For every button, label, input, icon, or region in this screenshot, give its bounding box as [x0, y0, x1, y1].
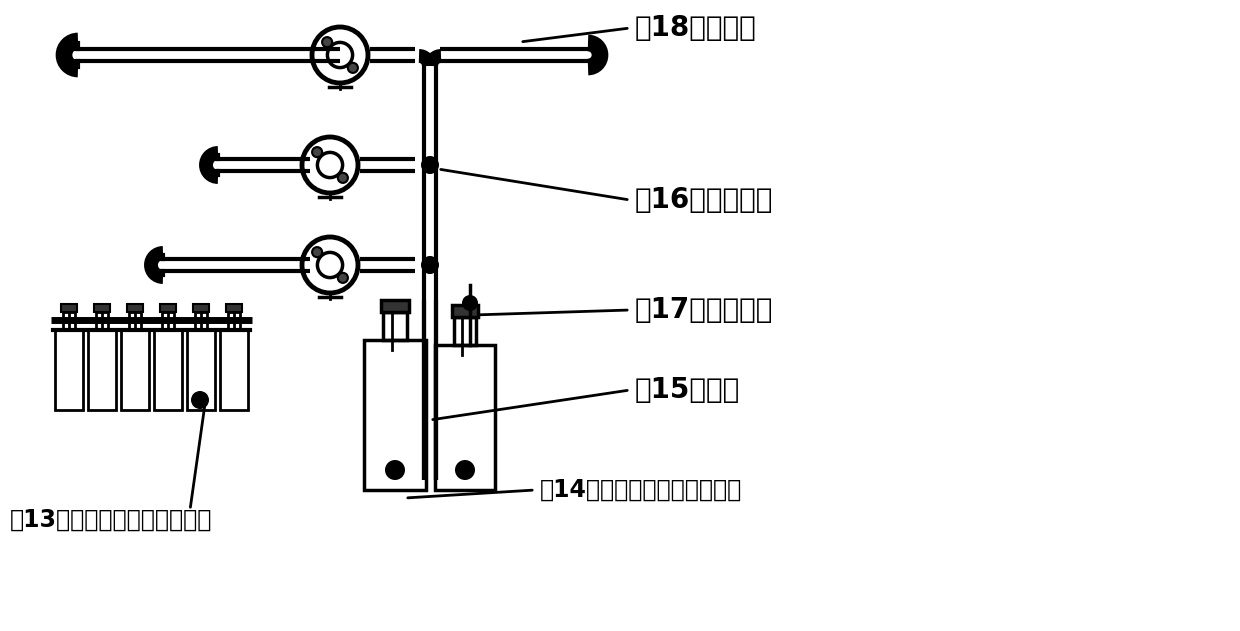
Text: （13）连续碳氮浓缩补料单元: （13）连续碳氮浓缩补料单元 [10, 508, 212, 532]
Bar [161, 312, 175, 330]
Bar [95, 312, 108, 330]
Circle shape [337, 273, 348, 283]
Circle shape [384, 460, 405, 480]
Bar [382, 300, 408, 312]
Bar [451, 305, 479, 317]
Circle shape [191, 391, 210, 409]
Circle shape [348, 63, 358, 73]
Bar [187, 330, 215, 410]
Circle shape [312, 247, 322, 257]
Bar [435, 345, 495, 490]
Text: （17）通气导管: （17）通气导管 [635, 296, 774, 324]
Text: （15）水瓶: （15）水瓶 [635, 376, 740, 404]
Circle shape [322, 37, 332, 47]
Bar [193, 304, 208, 312]
Bar [383, 312, 407, 340]
Bar [160, 304, 176, 312]
Bar [227, 304, 242, 312]
Bar [195, 312, 207, 330]
Polygon shape [422, 49, 450, 61]
Circle shape [463, 295, 477, 311]
Circle shape [312, 147, 322, 157]
Text: （18）蚊动泵: （18）蚊动泵 [635, 14, 756, 42]
Bar [128, 304, 143, 312]
Text: （16）补料导管: （16）补料导管 [635, 186, 774, 214]
Circle shape [455, 460, 475, 480]
Bar [88, 330, 117, 410]
Bar [365, 340, 427, 490]
Circle shape [422, 156, 439, 174]
Bar [129, 312, 141, 330]
Bar [122, 330, 149, 410]
Bar [62, 304, 77, 312]
Bar [219, 330, 248, 410]
Bar [55, 330, 83, 410]
Circle shape [337, 173, 348, 183]
Bar [454, 317, 476, 345]
Bar [154, 330, 182, 410]
Bar [94, 304, 109, 312]
Circle shape [422, 256, 439, 274]
Bar [63, 312, 76, 330]
Bar [228, 312, 241, 330]
Text: （14）微量元素浓缩补料单元: （14）微量元素浓缩补料单元 [539, 478, 743, 502]
